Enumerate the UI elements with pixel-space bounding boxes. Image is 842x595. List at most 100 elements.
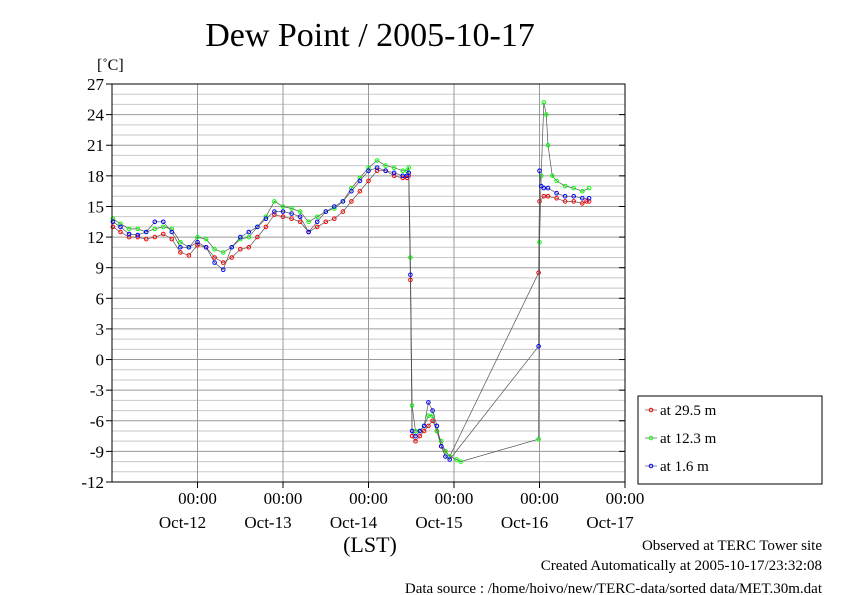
data-point bbox=[434, 428, 440, 434]
data-point bbox=[220, 267, 226, 273]
data-point bbox=[203, 245, 209, 250]
data-point bbox=[118, 229, 123, 235]
data-point bbox=[550, 173, 555, 179]
data-point bbox=[169, 236, 175, 242]
data-point bbox=[430, 413, 435, 419]
data-point bbox=[143, 236, 149, 242]
x-tick-time-label: 00:00 bbox=[264, 489, 303, 508]
x-tick-date-label: Oct-13 bbox=[244, 513, 291, 532]
data-point bbox=[161, 231, 166, 237]
data-point bbox=[220, 250, 226, 255]
data-point bbox=[408, 272, 413, 278]
y-tick-label: -12 bbox=[81, 473, 104, 492]
data-point bbox=[229, 255, 234, 260]
data-point bbox=[195, 234, 200, 240]
data-point bbox=[537, 239, 542, 245]
data-point bbox=[323, 209, 329, 214]
y-tick-label: 9 bbox=[96, 259, 105, 278]
data-point bbox=[447, 454, 453, 459]
data-point bbox=[438, 438, 444, 444]
data-point bbox=[289, 206, 294, 211]
data-point bbox=[246, 229, 252, 235]
x-tick-time-label: 00:00 bbox=[178, 489, 217, 508]
legend-swatch-marker bbox=[648, 463, 654, 469]
data-point bbox=[421, 428, 427, 434]
y-tick-label: -9 bbox=[90, 442, 104, 461]
data-point bbox=[580, 196, 585, 201]
legend-swatch-marker bbox=[648, 407, 654, 413]
data-point bbox=[409, 428, 415, 434]
data-point bbox=[238, 234, 243, 240]
data-point bbox=[126, 226, 132, 232]
data-point bbox=[374, 158, 380, 163]
data-point bbox=[272, 199, 277, 204]
data-point bbox=[400, 173, 406, 179]
data-point bbox=[203, 236, 209, 242]
data-point bbox=[212, 247, 217, 252]
data-point bbox=[212, 255, 217, 260]
chart-title: Dew Point / 2005-10-17 bbox=[205, 17, 535, 54]
data-point bbox=[314, 224, 320, 230]
data-point bbox=[447, 457, 453, 462]
y-tick-label: 27 bbox=[87, 75, 105, 94]
legend-label: at 29.5 m bbox=[660, 403, 717, 419]
data-point bbox=[544, 112, 549, 117]
legend-box bbox=[637, 395, 823, 485]
data-point bbox=[426, 413, 431, 419]
data-point bbox=[263, 216, 269, 221]
data-point bbox=[118, 224, 123, 230]
data-point bbox=[110, 224, 116, 230]
data-point bbox=[391, 165, 397, 170]
data-point bbox=[152, 219, 158, 225]
data-point bbox=[229, 245, 234, 250]
data-point bbox=[110, 219, 116, 225]
data-point bbox=[349, 185, 354, 191]
data-point bbox=[430, 418, 435, 424]
data-point bbox=[246, 234, 252, 240]
data-point bbox=[340, 209, 346, 214]
data-point bbox=[413, 433, 418, 439]
data-point bbox=[545, 142, 551, 148]
series-at-29-5-m bbox=[110, 168, 592, 459]
data-point bbox=[562, 183, 568, 189]
footer-source: Data source : /home/hoivo/new/TERC-data/… bbox=[405, 581, 823, 595]
data-point bbox=[366, 165, 371, 170]
data-point bbox=[314, 219, 320, 225]
data-point bbox=[383, 168, 388, 173]
data-point bbox=[374, 168, 380, 173]
data-point bbox=[541, 185, 547, 191]
y-tick-label: 0 bbox=[96, 351, 105, 370]
data-point bbox=[554, 178, 559, 184]
data-point bbox=[297, 214, 303, 219]
data-point bbox=[212, 260, 217, 265]
data-point bbox=[297, 219, 303, 225]
data-point bbox=[366, 168, 371, 173]
legend-label: at 12.3 m bbox=[660, 431, 717, 447]
data-point bbox=[374, 165, 380, 170]
data-point bbox=[391, 173, 397, 179]
x-axis-ticks: 00:00 Oct-12 00:00 Oct-13 00:00 Oct-14 00:00 Oc… bbox=[159, 482, 644, 532]
data-point bbox=[541, 100, 547, 105]
legend: at 29.5 m at 12.3 m at 1.6 m bbox=[637, 395, 823, 485]
data-point bbox=[443, 454, 448, 459]
data-point bbox=[562, 194, 568, 199]
data-point bbox=[586, 196, 592, 201]
data-point bbox=[417, 433, 423, 439]
data-point bbox=[421, 423, 427, 429]
data-point bbox=[280, 209, 286, 214]
data-point bbox=[562, 199, 568, 204]
data-point bbox=[195, 242, 200, 248]
data-point bbox=[586, 199, 592, 204]
data-point bbox=[246, 245, 252, 250]
data-point bbox=[306, 229, 311, 235]
data-point bbox=[314, 214, 320, 219]
data-point bbox=[580, 188, 585, 194]
data-point bbox=[272, 209, 277, 214]
data-point bbox=[438, 444, 444, 449]
data-point bbox=[272, 212, 277, 217]
data-point bbox=[571, 194, 577, 199]
data-point bbox=[332, 216, 337, 221]
data-point bbox=[220, 260, 226, 265]
data-point bbox=[289, 216, 294, 221]
